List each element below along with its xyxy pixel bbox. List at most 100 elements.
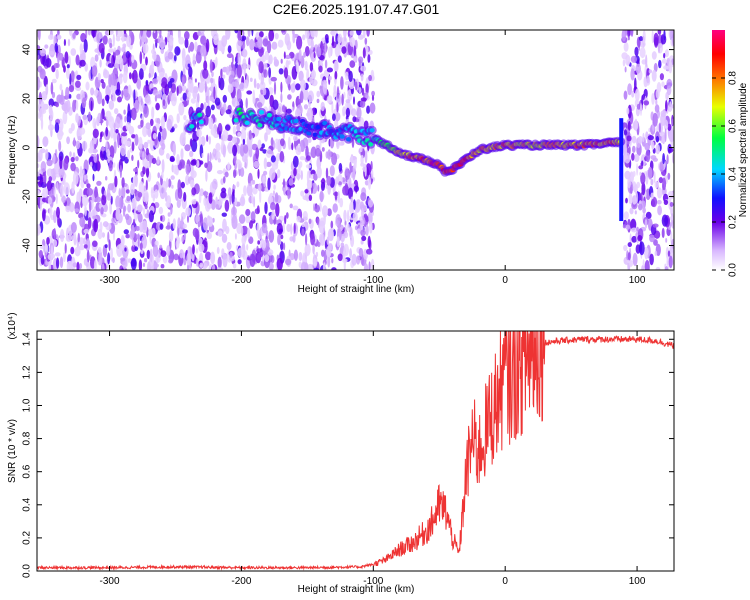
noise-speckle <box>145 122 151 130</box>
noise-speckle <box>154 189 159 199</box>
noise-speckle <box>311 79 318 87</box>
noise-speckle <box>97 160 101 172</box>
noise-speckle <box>90 87 95 96</box>
noise-speckle <box>192 53 196 67</box>
noise-speckle <box>63 39 66 46</box>
noise-speckle <box>108 100 115 110</box>
noise-speckle <box>145 179 148 191</box>
noise-speckle <box>122 71 128 84</box>
noise-speckle <box>237 30 242 41</box>
noise-speckle <box>646 75 650 84</box>
noise-speckle <box>243 66 246 76</box>
noise-speckle <box>205 169 208 182</box>
noise-speckle <box>65 234 72 242</box>
x-tick-label: 100 <box>629 576 646 587</box>
noise-speckle <box>633 153 640 163</box>
noise-speckle <box>231 136 238 144</box>
noise-speckle <box>276 257 283 270</box>
noise-speckle <box>70 123 75 131</box>
noise-speckle <box>655 99 658 106</box>
noise-speckle <box>131 134 136 139</box>
noise-speckle <box>345 71 349 81</box>
noise-speckle <box>234 233 237 240</box>
noise-speckle <box>282 178 286 189</box>
noise-speckle <box>349 30 355 36</box>
noise-speckle <box>88 147 94 154</box>
noise-speckle <box>632 170 636 177</box>
noise-speckle <box>664 49 670 58</box>
noise-speckle <box>111 217 116 223</box>
noise-speckle <box>287 94 292 100</box>
noise-speckle <box>68 85 75 93</box>
noise-speckle <box>340 76 344 90</box>
noise-speckle <box>636 163 639 176</box>
noise-speckle <box>303 104 309 110</box>
noise-speckle <box>285 59 289 70</box>
noise-speckle <box>53 183 56 197</box>
noise-speckle <box>146 30 152 38</box>
noise-speckle <box>308 194 313 201</box>
colorbar-label: Normalized spectral amplitude <box>738 82 749 217</box>
noise-speckle <box>54 122 60 133</box>
noise-speckle <box>201 153 204 158</box>
noise-speckle <box>635 63 641 74</box>
noise-speckle <box>353 45 357 57</box>
noise-speckle <box>89 200 92 212</box>
noise-speckle <box>277 169 281 179</box>
snr-background <box>37 331 674 571</box>
noise-speckle <box>180 216 184 229</box>
noise-speckle <box>271 41 278 50</box>
noise-speckle <box>240 128 247 142</box>
noise-speckle <box>63 251 66 263</box>
noise-speckle <box>37 163 40 169</box>
noise-speckle <box>178 36 185 45</box>
spectrogram-signal-ridge <box>184 105 626 222</box>
noise-speckle <box>219 77 225 91</box>
noise-speckle <box>668 129 674 143</box>
noise-speckle <box>261 143 266 149</box>
noise-speckle <box>99 221 103 233</box>
noise-speckle <box>239 143 245 157</box>
noise-speckle <box>167 212 171 217</box>
noise-speckle <box>640 172 646 185</box>
noise-speckle <box>69 202 75 213</box>
noise-speckle <box>205 38 210 53</box>
noise-speckle <box>107 231 110 243</box>
noise-speckle <box>79 59 86 67</box>
noise-speckle <box>314 147 322 157</box>
noise-speckle <box>647 166 653 180</box>
noise-speckle <box>177 187 183 200</box>
noise-speckle <box>132 69 138 84</box>
noise-speckle <box>231 215 238 230</box>
x-tick-label: -200 <box>231 275 251 286</box>
noise-speckle <box>671 58 674 65</box>
noise-speckle <box>224 171 229 178</box>
noise-speckle <box>359 99 366 108</box>
noise-speckle <box>173 253 179 261</box>
noise-speckle <box>282 105 286 113</box>
noise-speckle <box>310 146 317 159</box>
noise-speckle <box>317 241 321 248</box>
noise-speckle <box>275 202 280 217</box>
noise-speckle <box>641 160 644 167</box>
noise-speckle <box>302 34 306 41</box>
noise-speckle <box>337 190 340 204</box>
noise-speckle <box>212 32 219 40</box>
noise-speckle <box>148 72 151 79</box>
noise-speckle <box>203 60 208 71</box>
noise-speckle <box>119 164 122 178</box>
noise-speckle <box>170 205 173 215</box>
noise-speckle <box>327 254 331 268</box>
noise-speckle <box>316 217 320 226</box>
noise-speckle <box>651 51 657 60</box>
noise-speckle <box>239 82 245 92</box>
noise-speckle <box>264 201 268 215</box>
noise-speckle <box>350 154 354 164</box>
noise-speckle <box>59 83 63 91</box>
noise-speckle <box>206 232 212 240</box>
noise-speckle <box>320 179 326 184</box>
noise-speckle <box>145 56 148 66</box>
noise-speckle <box>202 68 209 79</box>
noise-speckle <box>166 245 171 257</box>
noise-speckle <box>326 95 333 104</box>
